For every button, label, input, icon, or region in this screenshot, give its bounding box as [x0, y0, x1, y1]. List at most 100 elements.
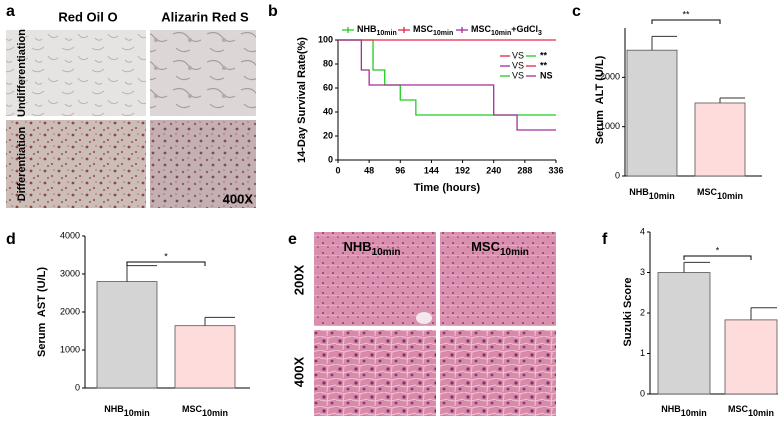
comparison-text: VS	[512, 70, 524, 80]
x-tick-label: NHB10min	[629, 187, 675, 201]
error-bar	[651, 35, 677, 51]
y-axis-label: Suzuki Score	[622, 277, 634, 346]
bar	[724, 319, 778, 395]
micrograph	[440, 330, 556, 416]
micrograph	[150, 120, 256, 208]
column-header: Alizarin Red S	[161, 9, 249, 24]
y-tick-label: 4	[640, 226, 645, 236]
bar	[174, 325, 236, 389]
vessel	[416, 312, 432, 324]
column-header: MSC10min	[471, 239, 529, 257]
y-tick-label: 1	[640, 348, 645, 358]
significance-bracket	[683, 255, 752, 260]
y-tick-label: 40	[323, 106, 333, 116]
column-name: MSC	[471, 239, 501, 254]
row-label: Undifferentiation	[16, 29, 28, 117]
significance-bracket	[126, 261, 206, 266]
survival-line	[338, 39, 556, 131]
legend-name: MSC	[471, 24, 492, 34]
significance-label: *	[164, 251, 168, 261]
y-tick-label: 100	[318, 34, 333, 44]
x-tick-label: NHB10min	[661, 404, 707, 418]
comparison-result: **	[540, 60, 548, 70]
panel-letter: b	[268, 3, 278, 20]
row-label: 200X	[291, 264, 306, 295]
y-axis-label: Serum AST (U/L)	[36, 267, 48, 357]
y-tick-label: 0	[640, 388, 645, 398]
category-name: NHB	[629, 187, 649, 197]
micrograph	[314, 330, 436, 416]
column-name: NHB	[343, 239, 371, 254]
y-tick-label: 0	[615, 170, 620, 180]
y-tick-label: 0	[75, 382, 80, 392]
column-header: NHB10min	[343, 239, 400, 257]
micrograph	[6, 30, 146, 116]
bar	[694, 102, 746, 177]
y-tick-label: 60	[323, 82, 333, 92]
panel-letter: e	[288, 231, 297, 248]
bar	[96, 281, 158, 389]
significance-bracket	[651, 19, 721, 24]
row-label: 400X	[291, 356, 306, 387]
legend-subscript: 10min	[377, 30, 397, 37]
category-subscript: 10min	[717, 191, 743, 201]
y-tick-label: 4000	[60, 230, 80, 240]
category-subscript: 10min	[681, 408, 707, 418]
comparison-text: VS	[512, 50, 524, 60]
y-tick-label: 2000	[60, 306, 80, 316]
y-tick-label: 20	[323, 130, 333, 140]
category-subscript: 10min	[748, 408, 774, 418]
comparison-result: **	[540, 50, 548, 60]
column-subscript: 10min	[500, 247, 529, 258]
y-tick-label: 2	[640, 307, 645, 317]
x-tick-label: MSC10min	[728, 404, 774, 418]
legend-name: MSC	[413, 24, 434, 34]
significance-label: *	[716, 245, 720, 255]
x-tick-label: 48	[364, 165, 374, 175]
error-bar	[683, 261, 710, 273]
error-bar	[719, 97, 745, 103]
y-tick-label: 80	[323, 58, 333, 68]
category-name: MSC	[182, 404, 203, 414]
x-tick-label: 144	[424, 165, 439, 175]
category-subscript: 10min	[202, 408, 228, 418]
magnification: 400X	[223, 191, 254, 206]
x-tick-label: MSC10min	[182, 404, 228, 418]
error-bar	[204, 316, 235, 326]
micrograph	[6, 120, 146, 208]
panel-letter: f	[602, 231, 608, 248]
significance-label: **	[682, 9, 690, 19]
micrograph	[150, 30, 256, 116]
row-label: Differentiation	[16, 126, 28, 201]
y-tick-label: 1000	[600, 121, 620, 131]
micrograph	[314, 232, 436, 326]
category-subscript: 10min	[124, 408, 150, 418]
y-axis-label: Serum ALT (U/L)	[594, 55, 606, 144]
column-subscript: 10min	[372, 247, 401, 258]
y-axis-label: 14-Day Survival Rate(%)	[296, 37, 308, 163]
y-tick-label: 0	[328, 154, 333, 164]
error-bar	[750, 307, 777, 320]
y-tick-label: 2000	[600, 72, 620, 82]
x-tick-label: 96	[395, 165, 405, 175]
error-bar	[126, 265, 157, 282]
y-tick-label: 1000	[60, 344, 80, 354]
column-header: Red Oil O	[58, 9, 117, 24]
legend-label: MSC10min+GdCl3	[471, 24, 542, 36]
comparison-result: NS	[540, 70, 553, 80]
legend-label: MSC10min	[413, 24, 453, 36]
bar	[626, 49, 678, 177]
bar	[657, 272, 711, 395]
category-name: NHB	[104, 404, 124, 414]
comparison-text: VS	[512, 60, 524, 70]
legend-suffix: +GdCl	[511, 24, 538, 34]
y-tick-label: 3000	[60, 268, 80, 278]
category-name: MSC	[697, 187, 718, 197]
panel-letter: c	[572, 3, 581, 20]
x-tick-label: 192	[455, 165, 470, 175]
x-tick-label: 288	[517, 165, 532, 175]
x-axis-label: Time (hours)	[414, 182, 481, 194]
category-name: MSC	[728, 404, 749, 414]
legend-subscript: 10min	[433, 30, 453, 37]
